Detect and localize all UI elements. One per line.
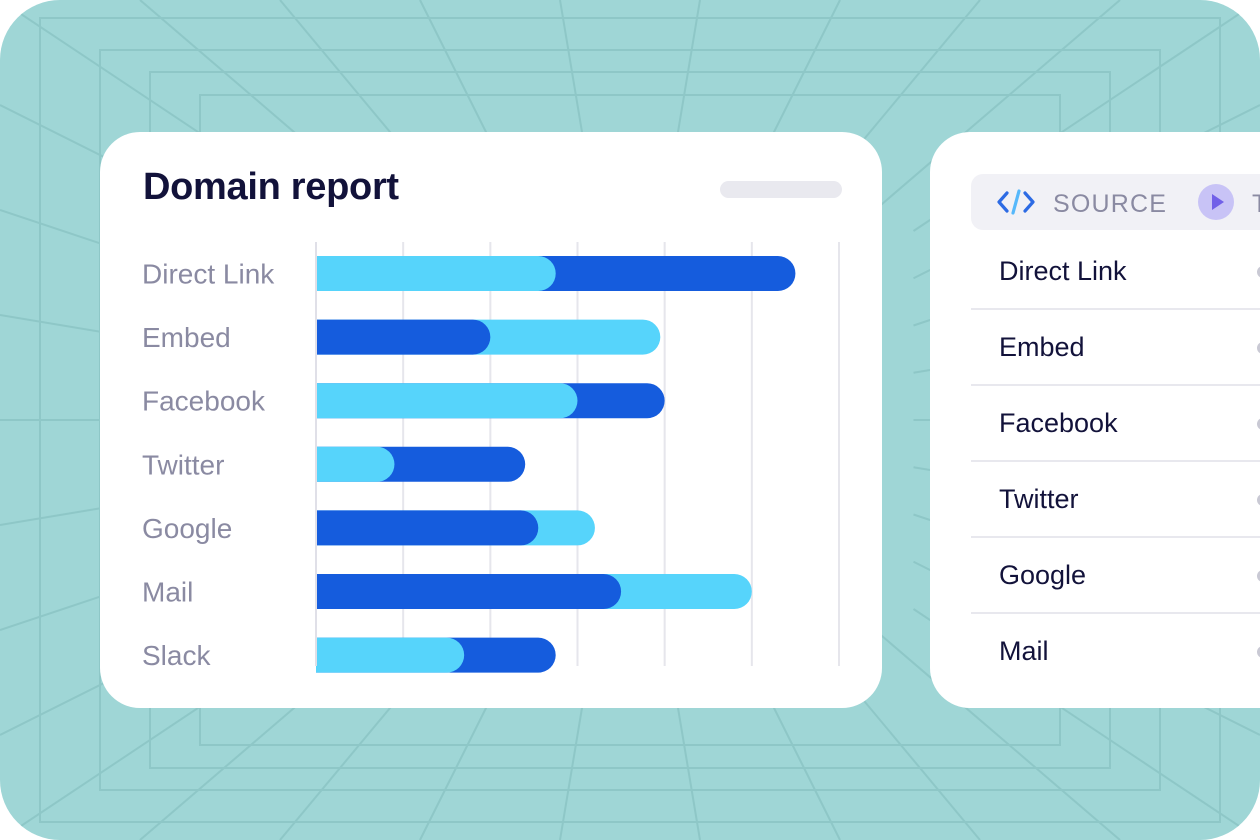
grid-ray-16	[849, 0, 1121, 232]
row-indicator-dot	[1257, 570, 1260, 582]
truncated-header-label: T	[1252, 190, 1260, 219]
page-title: Domain report	[143, 166, 399, 208]
domain-report-card: Domain report Direct Link Embed Facebook Tw…	[100, 132, 882, 708]
source-header-label: SOURCE	[1053, 190, 1168, 218]
source-row[interactable]: Embed	[971, 310, 1260, 386]
bar-segment-inner	[316, 574, 622, 609]
bar-row: Embed	[142, 319, 661, 355]
row-indicator-dot	[1257, 418, 1260, 430]
source-row[interactable]: Direct Link	[971, 234, 1260, 310]
category-label: Google	[142, 513, 232, 544]
bar-segment-inner	[316, 256, 556, 291]
bar-row: Direct Link	[142, 256, 796, 291]
bar-row: Facebook	[142, 383, 665, 419]
category-label: Mail	[142, 577, 193, 608]
category-label: Twitter	[142, 449, 224, 480]
source-header: SOURCE T	[971, 174, 1260, 230]
row-indicator-dot	[1257, 494, 1260, 506]
code-brackets-icon	[997, 189, 1035, 215]
bar-segment-inner	[316, 383, 578, 419]
source-row[interactable]: Facebook	[971, 386, 1260, 462]
source-row-label: Embed	[999, 332, 1085, 362]
category-label: Embed	[142, 322, 231, 353]
bar-segment-inner	[316, 319, 491, 355]
source-row[interactable]: Mail	[971, 614, 1260, 690]
source-row-label: Google	[999, 560, 1087, 590]
row-indicator-dot	[1257, 646, 1260, 658]
bar-segment-inner	[316, 446, 395, 482]
source-row[interactable]: Twitter	[971, 462, 1260, 538]
play-circle-icon[interactable]	[1197, 183, 1235, 221]
bar-row: Google	[142, 510, 595, 546]
source-list: Direct Link Embed Facebook Twitter Google Mai…	[971, 234, 1260, 690]
source-row-label: Mail	[999, 636, 1049, 666]
source-card: SOURCE T Direct Link Embed Facebook Twitter…	[930, 132, 1260, 708]
bar-segment-inner	[316, 637, 465, 673]
row-indicator-dot	[1257, 266, 1260, 278]
source-row[interactable]: Google	[971, 538, 1260, 614]
category-label: Slack	[142, 640, 211, 671]
source-row-label: Direct Link	[999, 256, 1127, 286]
category-label: Direct Link	[142, 259, 275, 290]
bar-segment-inner	[316, 510, 539, 546]
category-label: Facebook	[142, 386, 266, 417]
title-placeholder-pill	[720, 181, 842, 198]
source-row-label: Twitter	[999, 484, 1079, 514]
row-indicator-dot	[1257, 342, 1260, 354]
source-row-label: Facebook	[999, 408, 1118, 438]
bar-row: Mail	[142, 574, 752, 609]
grid-ray-17	[849, 608, 1121, 840]
domain-bar-chart: Direct Link Embed Facebook Twitter Google Mai…	[142, 242, 840, 673]
bar-row: Twitter	[142, 446, 526, 482]
bar-row: Slack	[142, 637, 556, 673]
